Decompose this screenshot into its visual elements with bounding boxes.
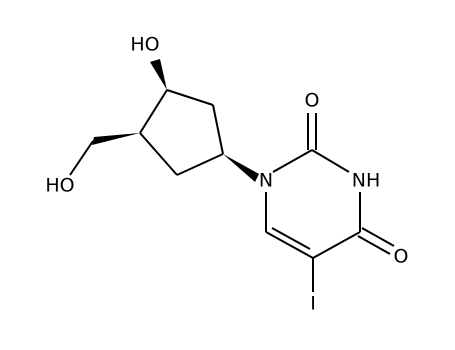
bond (166, 89, 214, 106)
bond (69, 140, 94, 176)
bond (312, 231, 361, 259)
bond (361, 227, 395, 247)
bond (176, 153, 224, 176)
pyrimidine-bonds (265, 113, 395, 292)
bond (311, 149, 350, 173)
atom-label: O (394, 246, 409, 268)
wedge-bond (92, 133, 140, 145)
wedge-bond (150, 59, 167, 90)
atom-label: NH (352, 170, 381, 192)
atom-label: O (305, 90, 320, 112)
bond (139, 132, 178, 176)
atom-label: I (310, 293, 316, 315)
bond (139, 89, 168, 134)
atom-label: HO (45, 175, 74, 197)
bond (357, 235, 391, 255)
atom-label: N (259, 170, 273, 192)
wedge-bond (223, 154, 259, 182)
bond (272, 149, 313, 173)
atom-label: HO (130, 34, 159, 56)
bond (265, 231, 314, 259)
bond (271, 227, 311, 250)
ring-bonds (139, 89, 224, 176)
bond (212, 104, 224, 155)
